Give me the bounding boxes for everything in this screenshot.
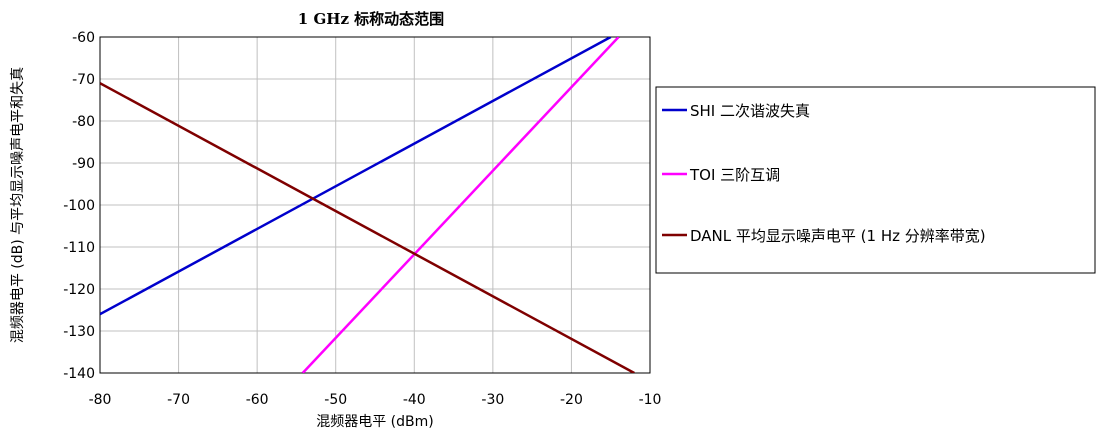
- plot-area: [99, 36, 651, 374]
- y-tick-label-0: -60: [72, 30, 95, 46]
- x-tick-label-0: -80: [89, 392, 112, 408]
- y-tick-label-2: -80: [72, 114, 95, 130]
- y-tick-label-1: -70: [72, 72, 95, 88]
- legend-label-1: TOI 三阶互调: [689, 166, 780, 184]
- x-tick-label-6: -20: [560, 392, 583, 408]
- x-axis-label: 混频器电平 (dBm): [316, 414, 434, 430]
- y-tick-label-4: -100: [63, 198, 95, 214]
- series-line-0: [100, 37, 612, 316]
- x-tick-label-7: -10: [639, 392, 662, 408]
- series-line-2: [100, 82, 635, 373]
- legend-label-2: DANL 平均显示噪声电平 (1 Hz 分辨率带宽): [690, 227, 986, 245]
- x-tick-label-2: -60: [246, 392, 269, 408]
- grid: [99, 36, 651, 374]
- x-tick-label-5: -30: [481, 392, 504, 408]
- y-tick-label-3: -90: [72, 156, 95, 172]
- y-tick-label-7: -130: [63, 324, 95, 340]
- y-axis-label: 混频器电平 (dB) 与平均显示噪声电平和失真: [10, 67, 26, 343]
- legend: SHI 二次谐波失真 TOI 三阶互调 DANL 平均显示噪声电平 (1 Hz 分辨…: [655, 86, 1096, 274]
- chart-title: 1 GHz 标称动态范围: [298, 10, 444, 28]
- y-tick-labels: -60 -70 -80 -90 -100 -110 -120 -130 -140: [63, 30, 95, 382]
- legend-box: [655, 86, 1096, 274]
- y-tick-label-6: -120: [63, 282, 95, 298]
- legend-label-0: SHI 二次谐波失真: [690, 102, 810, 120]
- y-tick-label-8: -140: [63, 366, 95, 382]
- x-tick-label-1: -70: [167, 392, 190, 408]
- y-tick-label-5: -110: [63, 240, 95, 256]
- x-tick-label-3: -50: [324, 392, 347, 408]
- series-lines: [100, 37, 635, 373]
- x-tick-labels: -80 -70 -60 -50 -40 -30 -20 -10: [89, 392, 662, 408]
- series-line-1: [301, 37, 620, 373]
- x-tick-label-4: -40: [403, 392, 426, 408]
